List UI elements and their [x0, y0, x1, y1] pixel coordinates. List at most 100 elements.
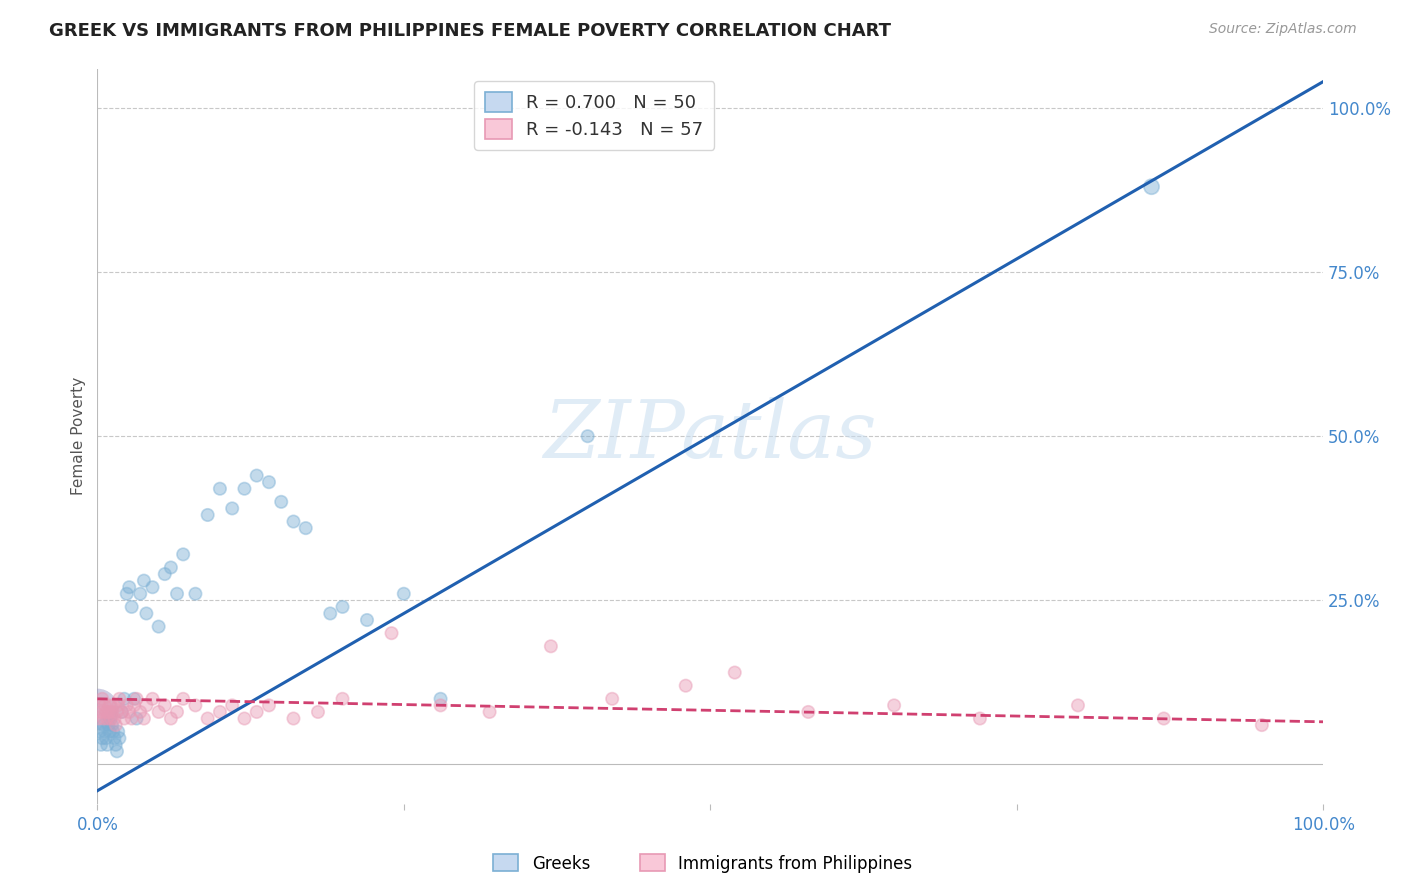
Point — [283, 515, 305, 529]
Point — [246, 705, 269, 719]
Point — [107, 698, 129, 713]
Text: GREEK VS IMMIGRANTS FROM PHILIPPINES FEMALE POVERTY CORRELATION CHART: GREEK VS IMMIGRANTS FROM PHILIPPINES FEM… — [49, 22, 891, 40]
Point — [294, 521, 316, 535]
Point — [101, 718, 124, 732]
Point — [135, 607, 157, 621]
Point — [283, 712, 305, 726]
Point — [112, 691, 135, 706]
Point — [166, 587, 188, 601]
Point — [107, 724, 129, 739]
Point — [257, 698, 280, 713]
Point — [576, 429, 599, 443]
Point — [91, 731, 114, 746]
Point — [121, 712, 143, 726]
Point — [125, 691, 148, 706]
Point — [122, 691, 145, 706]
Text: 100.0%: 100.0% — [1292, 816, 1354, 834]
Point — [356, 613, 378, 627]
Point — [197, 712, 219, 726]
Point — [208, 705, 231, 719]
Point — [148, 705, 170, 719]
Point — [478, 705, 501, 719]
Point — [115, 698, 138, 713]
Point — [1250, 718, 1272, 732]
Point — [115, 587, 138, 601]
Point — [270, 495, 292, 509]
Point — [600, 691, 623, 706]
Point — [132, 712, 155, 726]
Point — [103, 712, 125, 726]
Legend: R = 0.700   N = 50, R = -0.143   N = 57: R = 0.700 N = 50, R = -0.143 N = 57 — [474, 81, 714, 150]
Point — [221, 698, 243, 713]
Point — [93, 712, 115, 726]
Text: ZIPatlas: ZIPatlas — [544, 398, 877, 475]
Point — [148, 619, 170, 633]
Point — [90, 738, 112, 752]
Point — [121, 599, 143, 614]
Point — [111, 705, 134, 719]
Text: Source: ZipAtlas.com: Source: ZipAtlas.com — [1209, 22, 1357, 37]
Point — [797, 705, 820, 719]
Point — [108, 731, 131, 746]
Point — [197, 508, 219, 522]
Point — [221, 501, 243, 516]
Point — [90, 705, 112, 719]
Point — [108, 691, 131, 706]
Point — [135, 698, 157, 713]
Point — [103, 731, 125, 746]
Point — [1153, 712, 1175, 726]
Point — [233, 712, 256, 726]
Point — [118, 705, 141, 719]
Point — [153, 567, 176, 582]
Point — [105, 744, 128, 758]
Point — [969, 712, 991, 726]
Text: 0.0%: 0.0% — [76, 816, 118, 834]
Point — [166, 705, 188, 719]
Point — [141, 691, 163, 706]
Point — [724, 665, 747, 680]
Point — [94, 705, 117, 719]
Point — [122, 698, 145, 713]
Point — [132, 574, 155, 588]
Point — [103, 724, 125, 739]
Point — [184, 698, 207, 713]
Point — [1140, 179, 1163, 194]
Point — [172, 547, 194, 561]
Point — [125, 712, 148, 726]
Point — [93, 718, 115, 732]
Point — [104, 718, 127, 732]
Point — [96, 712, 118, 726]
Point — [96, 738, 118, 752]
Point — [208, 482, 231, 496]
Legend: Greeks, Immigrants from Philippines: Greeks, Immigrants from Philippines — [486, 847, 920, 880]
Point — [429, 698, 451, 713]
Point — [91, 691, 114, 706]
Point — [307, 705, 329, 719]
Point — [675, 679, 697, 693]
Point — [100, 712, 122, 726]
Point — [332, 599, 354, 614]
Point — [184, 587, 207, 601]
Point — [103, 698, 125, 713]
Point — [101, 705, 124, 719]
Point — [129, 705, 152, 719]
Point — [429, 691, 451, 706]
Point — [540, 640, 562, 654]
Point — [883, 698, 905, 713]
Point — [332, 691, 354, 706]
Point — [111, 705, 134, 719]
Point — [160, 560, 183, 574]
Point — [93, 698, 115, 713]
Point — [380, 626, 402, 640]
Point — [141, 580, 163, 594]
Point — [97, 718, 120, 732]
Point — [94, 731, 117, 746]
Point — [104, 738, 127, 752]
Point — [100, 712, 122, 726]
Point — [112, 712, 135, 726]
Point — [118, 580, 141, 594]
Point — [105, 705, 128, 719]
Point — [319, 607, 342, 621]
Point — [89, 698, 111, 713]
Point — [86, 701, 108, 715]
